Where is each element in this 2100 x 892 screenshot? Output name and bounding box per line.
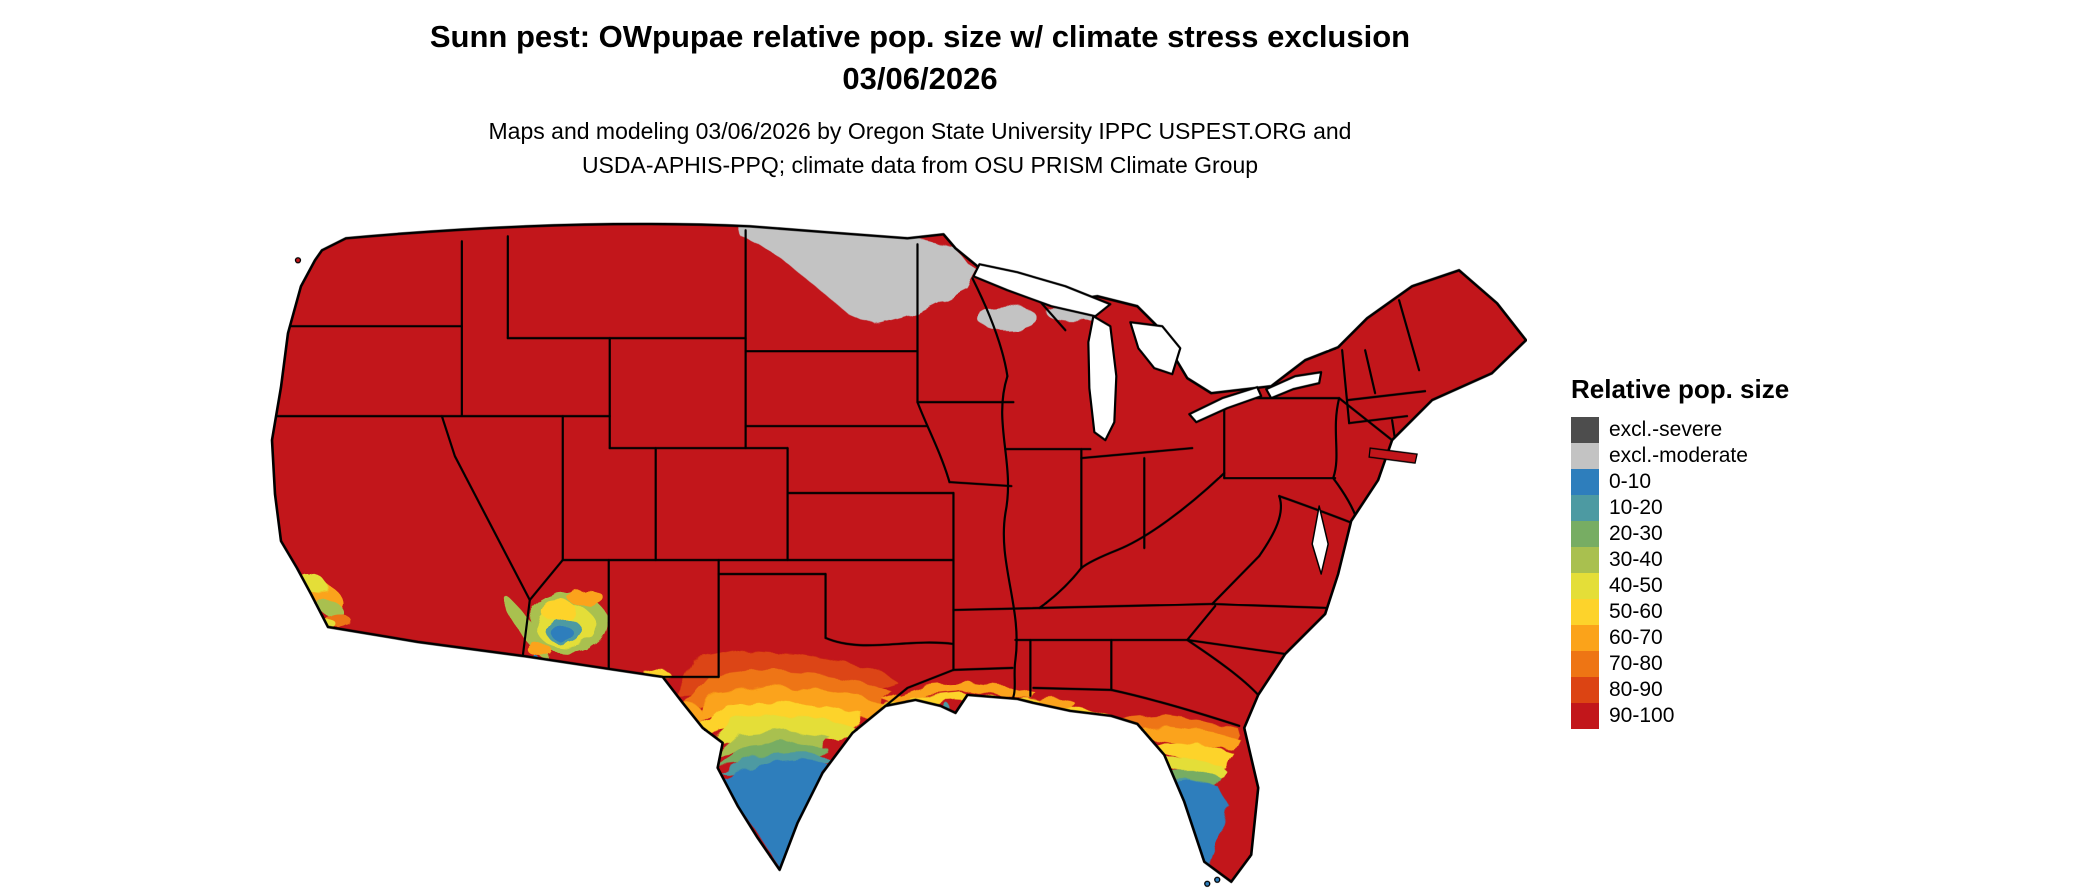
florida-keys-b (1214, 876, 1221, 883)
legend-label: 30-40 (1609, 548, 1663, 571)
patch-socal-0-10 (300, 600, 311, 611)
patch-nflorida-60-70 (1122, 725, 1240, 750)
legend-swatch (1571, 469, 1599, 495)
map-legend: Relative pop. size excl.-severe excl.-mo… (1571, 374, 1789, 729)
patch-gulfcoast-50-60 (879, 691, 1032, 710)
chesapeake-bay (1311, 505, 1329, 575)
legend-label: 60-70 (1609, 626, 1663, 649)
legend-row-30-40: 30-40 (1571, 547, 1789, 573)
legend-swatch (1571, 417, 1599, 443)
patch-arizona-60-70a (567, 589, 604, 606)
legend-row-0-10: 0-10 (1571, 469, 1789, 495)
legend-label: excl.-severe (1609, 418, 1723, 441)
legend-row-80-90: 80-90 (1571, 677, 1789, 703)
legend-row-excl-severe: excl.-severe (1571, 417, 1789, 443)
us-landmass-base (271, 223, 1527, 882)
map-subtitle: Maps and modeling 03/06/2026 by Oregon S… (0, 114, 1840, 182)
patch-arizona-50-60 (539, 599, 576, 620)
legend-swatch (1571, 625, 1599, 651)
legend-swatch (1571, 703, 1599, 729)
legend-swatch (1571, 651, 1599, 677)
map-subtitle-line2: USDA-APHIS-PPQ; climate data from OSU PR… (581, 152, 1259, 178)
legend-label: 90-100 (1609, 704, 1675, 727)
legend-label: 10-20 (1609, 496, 1663, 519)
legend-row-excl-moderate: excl.-moderate (1571, 443, 1789, 469)
islands (294, 257, 1418, 887)
patch-flwest-10-20b (1164, 834, 1175, 845)
legend-row-20-30: 20-30 (1571, 521, 1789, 547)
patch-flwest-10-20a (1155, 802, 1166, 813)
us-choropleth-map (270, 222, 1527, 887)
patch-socal-30-40 (316, 598, 344, 618)
legend-swatch (1571, 547, 1599, 573)
legend-row-50-60: 50-60 (1571, 599, 1789, 625)
state-borders (271, 229, 1427, 727)
header: Sunn pest: OWpupae relative pop. size w/… (0, 16, 1840, 182)
legend-swatch (1571, 495, 1599, 521)
legend-swatch (1571, 443, 1599, 469)
legend-label: 70-80 (1609, 652, 1663, 675)
patch-texas-0-10 (722, 759, 830, 872)
lake-michigan (1087, 315, 1118, 442)
legend-row-10-20: 10-20 (1571, 495, 1789, 521)
water-bodies (972, 263, 1329, 575)
legend-row-90-100: 90-100 (1571, 703, 1789, 729)
map-subtitle-line1: Maps and modeling 03/06/2026 by Oregon S… (488, 118, 1352, 144)
map-title-line2: 03/06/2026 (842, 61, 998, 96)
island-dot-nw (294, 257, 302, 264)
lake-huron (1129, 321, 1182, 376)
map-title-line1: Sunn pest: OWpupae relative pop. size w/… (429, 19, 1411, 54)
long-island (1368, 447, 1418, 464)
legend-label: excl.-moderate (1609, 444, 1748, 467)
legend-swatch (1571, 677, 1599, 703)
lake-ontario (1265, 371, 1323, 400)
patch-delta-0-10 (936, 709, 943, 716)
us-outline (270, 222, 1527, 884)
patch-arizona-0-10 (552, 626, 575, 643)
legend-title: Relative pop. size (1571, 374, 1790, 404)
legend-label: 80-90 (1609, 678, 1663, 701)
patch-socal-10-20 (310, 611, 319, 620)
legend-row-40-50: 40-50 (1571, 573, 1789, 599)
lake-erie (1188, 386, 1263, 424)
legend-swatch (1571, 521, 1599, 547)
legend-row-70-80: 70-80 (1571, 651, 1789, 677)
legend-label: 0-10 (1609, 470, 1652, 493)
legend-row-60-70: 60-70 (1571, 625, 1789, 651)
legend-swatch (1571, 573, 1599, 599)
legend-label: 50-60 (1609, 600, 1663, 623)
legend-swatch (1571, 599, 1599, 625)
patch-arizona-60-70b (527, 643, 552, 656)
patch-bigbend-50-60 (679, 718, 720, 737)
patch-gulfcoast-60-70 (882, 681, 1038, 704)
legend-label: 20-30 (1609, 522, 1663, 545)
legend-label: 40-50 (1609, 574, 1663, 597)
florida-keys-a (1204, 880, 1211, 887)
